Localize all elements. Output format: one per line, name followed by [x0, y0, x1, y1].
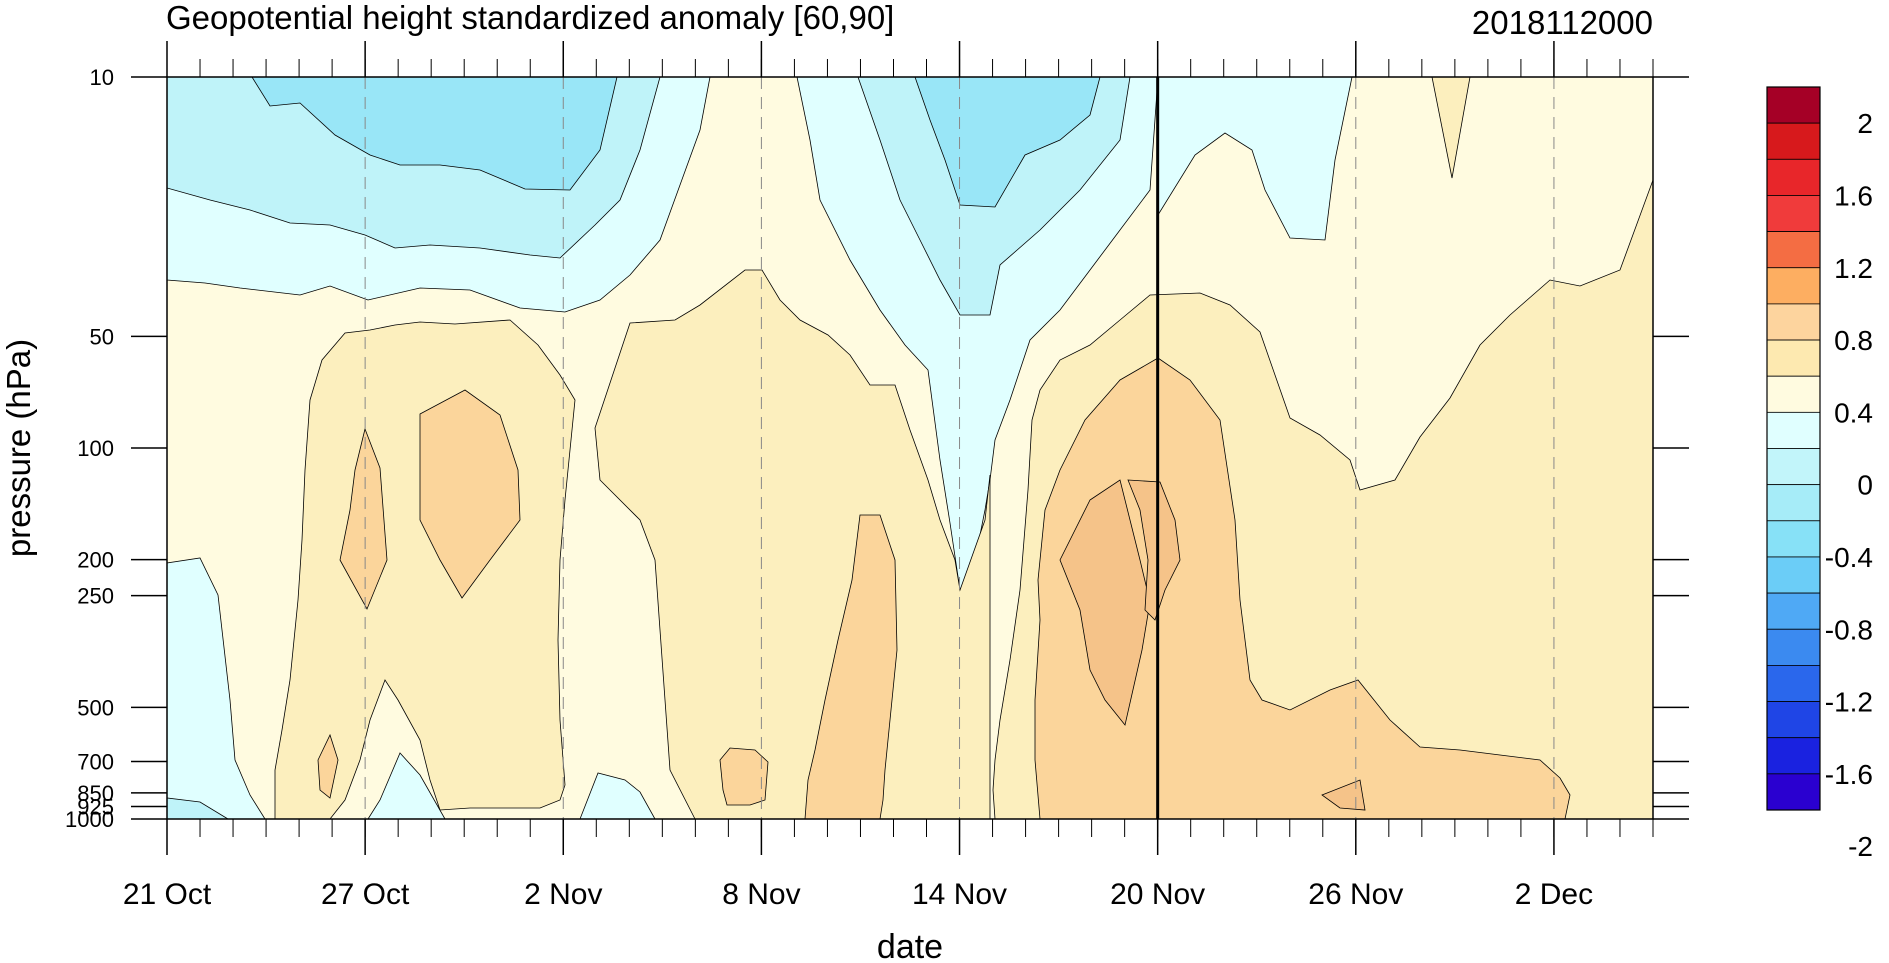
- contour-pos-blob-a: [339, 427, 388, 610]
- colorbar-label: 1.2: [1834, 253, 1873, 284]
- colorbar-swatch: [1766, 448, 1821, 486]
- contour-fills: [166, 76, 1654, 820]
- colorbar-swatch: [1766, 303, 1821, 341]
- colorbar-swatch: [1766, 665, 1821, 702]
- y-tick-label: 1000: [65, 807, 114, 832]
- plot-area: [166, 76, 1654, 820]
- colorbar-swatch: [1766, 158, 1821, 196]
- contour-pos-blob-c: [317, 733, 339, 799]
- date-gridlines: [364, 77, 1555, 819]
- y-tick-label: 100: [77, 436, 114, 461]
- chart-title: Geopotential height standardized anomaly…: [166, 0, 894, 36]
- contour-pos-blob-g: [1059, 479, 1151, 726]
- contour-pos-blob-d: [719, 747, 769, 806]
- contour-pos-blob-h: [1127, 479, 1181, 621]
- y-tick-label: 200: [77, 548, 114, 573]
- y-tick-label: 500: [77, 695, 114, 720]
- y-tick-label: 850: [77, 781, 114, 806]
- colorbar-label: 1.6: [1834, 180, 1873, 211]
- y-axis-label: pressure (hPa): [0, 339, 37, 557]
- x-tick-label: 26 Nov: [1308, 878, 1403, 911]
- contour-pos-blob-f: [1034, 357, 1571, 820]
- colorbar-swatch: [1766, 86, 1821, 124]
- colorbar-label: 0.8: [1834, 325, 1873, 356]
- colorbar-swatch: [1766, 339, 1821, 377]
- colorbar-label: -0.4: [1825, 542, 1873, 573]
- contour-neg-upper-right: [1157, 76, 1353, 241]
- colorbar-label: -2: [1848, 831, 1873, 862]
- x-tick-label: 27 Oct: [321, 878, 410, 911]
- x-tick-label: 2 Nov: [524, 878, 602, 911]
- colorbar-border: [1766, 86, 1821, 811]
- contour-neg-upper-left-2: [251, 76, 618, 191]
- colorbar-swatch: [1766, 411, 1821, 449]
- colorbar-swatch: [1766, 195, 1821, 232]
- colorbar: 2 1.6 1.2 0.8 0.4 0 -0.4 -0.8 -1.2 -1.6 -2: [1766, 86, 1873, 862]
- colorbar-swatch: [1766, 267, 1821, 305]
- colorbar-swatch: [1766, 122, 1821, 160]
- y-tick-label: 700: [77, 750, 114, 775]
- colorbar-label: 0.4: [1834, 397, 1873, 428]
- x-axis-label: date: [877, 928, 943, 963]
- x-axis: 21 Oct 27 Oct 2 Nov 8 Nov 14 Nov 20 Nov 26 Nov…: [123, 41, 1654, 911]
- x-tick-label: 21 Oct: [123, 878, 212, 911]
- contour-neg-upper-mid-2: [914, 76, 1101, 208]
- y-tick-label: 10: [90, 65, 114, 90]
- colorbar-label: -1.6: [1825, 759, 1873, 790]
- colorbar-label: 0: [1857, 470, 1873, 501]
- contour-pos-blob-e: [804, 514, 898, 820]
- x-tick-label: 2 Dec: [1515, 878, 1593, 911]
- colorbar-swatch: [1766, 701, 1821, 739]
- colorbar-swatch: [1766, 592, 1821, 630]
- contour-pos-blob-i: [1321, 779, 1366, 811]
- x-tick-label: 8 Nov: [722, 878, 800, 911]
- colorbar-swatch: [1766, 737, 1821, 775]
- contour-pos-blob-b: [419, 389, 521, 599]
- y-tick-label: 50: [90, 324, 114, 349]
- colorbar-swatch: [1766, 556, 1821, 594]
- contour-pos-left-0: [274, 319, 576, 820]
- colorbar-swatch: [1766, 484, 1821, 522]
- colorbar-swatch: [1766, 520, 1821, 558]
- colorbar-label: -0.8: [1825, 614, 1873, 645]
- chart-timestamp: 2018112000: [1472, 4, 1653, 41]
- y-tick-label: 925: [77, 794, 114, 819]
- x-tick-label: 20 Nov: [1110, 878, 1205, 911]
- x-tick-label: 14 Nov: [912, 878, 1007, 911]
- colorbar-label: 2: [1857, 108, 1873, 139]
- colorbar-label: -1.2: [1825, 687, 1873, 718]
- colorbar-swatch: [1766, 231, 1821, 269]
- contour-neg-lower-left: [166, 557, 266, 820]
- colorbar-swatch: [1766, 773, 1821, 811]
- y-tick-label: 250: [77, 584, 114, 609]
- colorbar-swatch: [1766, 375, 1821, 413]
- colorbar-swatch: [1766, 628, 1821, 666]
